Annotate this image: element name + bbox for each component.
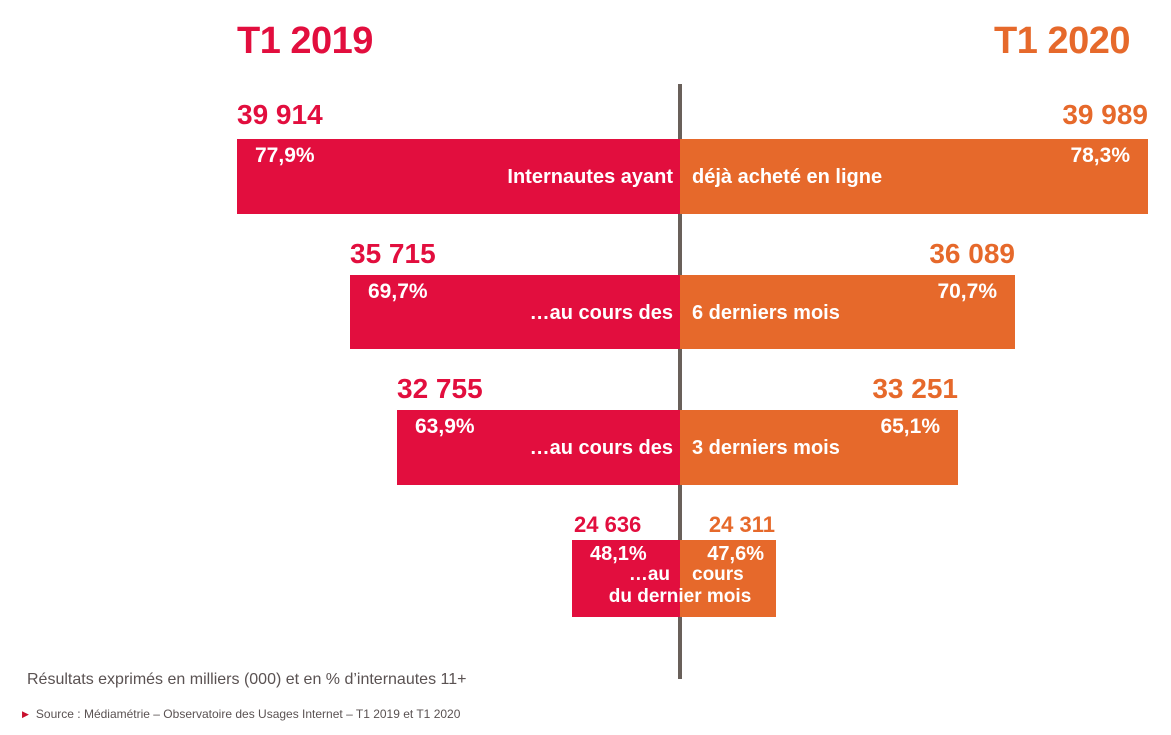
bar-2019-row4: 48,1% …au [572, 540, 680, 617]
title-t1-2019: T1 2019 [237, 20, 373, 62]
category-label-right-row1: déjà acheté en ligne [692, 166, 883, 188]
bar-2020-row3: 65,1% 3 derniers mois [680, 410, 958, 485]
source-line: ▶ Source : Médiamétrie – Observatoire de… [22, 707, 460, 721]
bar-2019-row3: 63,9% …au cours des [397, 410, 680, 485]
bar-2019-row1: 77,9% Internautes ayant [237, 139, 680, 214]
pct-2019-row1: 77,9% [255, 144, 315, 167]
value-2019-row2: 35 715 [350, 238, 436, 269]
pct-2020-row2: 70,7% [937, 280, 997, 303]
source-text: Source : Médiamétrie – Observatoire des … [35, 707, 461, 721]
category-label-right-row2: 6 derniers mois [692, 302, 840, 324]
category-label-right-row4: cours [692, 564, 744, 585]
center-divider-line [678, 84, 682, 679]
value-2020-row2: 36 089 [929, 238, 1015, 269]
pct-2019-row2: 69,7% [368, 280, 428, 303]
bar-2020-row2: 70,7% 6 derniers mois [680, 275, 1015, 349]
source-bullet-icon: ▶ [22, 708, 29, 719]
value-2020-row3: 33 251 [872, 373, 958, 404]
value-2020-row1: 39 989 [1062, 99, 1148, 130]
value-2019-row3: 32 755 [397, 373, 483, 404]
category-label-left-row4: …au [628, 564, 670, 585]
category-label-line2-row4: du dernier mois [608, 586, 752, 607]
category-label-left-row1: Internautes ayant [507, 166, 673, 188]
bar-2020-row4: 47,6% cours [680, 540, 776, 617]
value-2019-row1: 39 914 [237, 99, 323, 130]
category-label-left-row3: …au cours des [529, 437, 673, 459]
pct-2019-row3: 63,9% [415, 415, 475, 438]
bar-2019-row2: 69,7% …au cours des [350, 275, 680, 349]
bar-2020-row1: 78,3% déjà acheté en ligne [680, 139, 1148, 214]
pct-2020-row4: 47,6% [707, 543, 764, 565]
pct-2020-row1: 78,3% [1070, 144, 1130, 167]
title-t1-2020: T1 2020 [994, 20, 1130, 62]
category-label-left-row2: …au cours des [529, 302, 673, 324]
category-label-right-row3: 3 derniers mois [692, 437, 840, 459]
results-unit-note: Résultats exprimés en milliers (000) et … [27, 671, 467, 688]
value-2020-row4: 24 311 [708, 512, 775, 537]
value-2019-row4: 24 636 [574, 512, 642, 537]
pct-2020-row3: 65,1% [880, 415, 940, 438]
pct-2019-row4: 48,1% [590, 543, 647, 565]
